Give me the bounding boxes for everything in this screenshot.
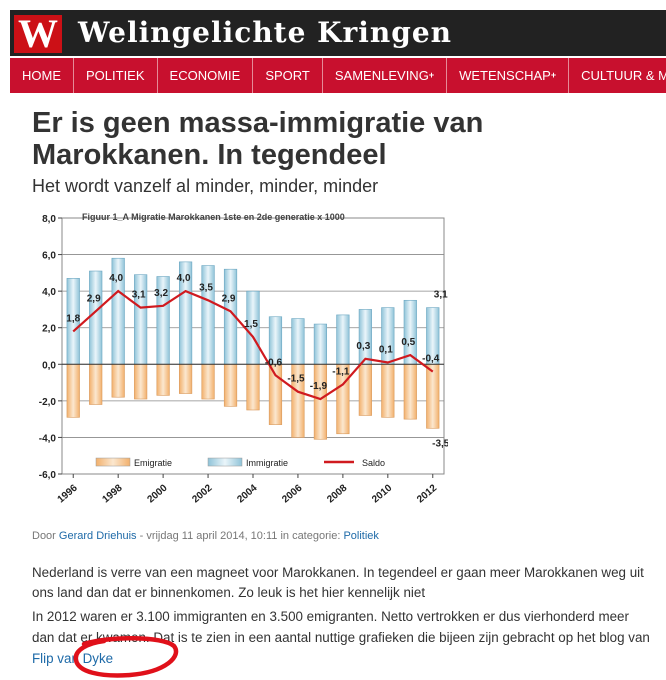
legend-immigratie-swatch <box>207 457 243 467</box>
y-tick-label: -4,0 <box>39 433 57 444</box>
saldo-data-label: 4,0 <box>177 273 191 284</box>
emigration-data-label: -3,5 <box>432 438 448 449</box>
article-byline: Door Gerard Driehuis - vrijdag 11 april … <box>32 530 379 542</box>
nav-item-label: ECONOMIE <box>169 68 241 83</box>
paragraph-2-text: In 2012 waren er 3.100 immigranten en 3.… <box>32 609 650 645</box>
author-link[interactable]: Gerard Driehuis <box>58 530 137 542</box>
saldo-data-label: 1,5 <box>244 319 258 330</box>
y-tick-label: 2,0 <box>42 324 56 335</box>
x-tick-label: 2012 <box>415 482 439 505</box>
nav-item-label: SPORT <box>265 68 310 83</box>
saldo-data-label: -0,4 <box>422 354 440 365</box>
legend-emigratie-label: Emigratie <box>134 458 172 468</box>
emigration-bar <box>66 363 80 418</box>
immigration-bar <box>201 265 215 365</box>
emigration-bar <box>403 363 417 420</box>
nav-item-label: POLITIEK <box>86 68 145 83</box>
site-logo[interactable]: W <box>14 14 62 54</box>
article-title: Er is geen massa-immigratie van Marokkan… <box>32 107 484 171</box>
immigration-data-label: 3,1 <box>434 290 448 301</box>
article-paragraph-2: In 2012 waren er 3.100 immigranten en 3.… <box>32 606 652 669</box>
emigration-bar <box>134 363 148 400</box>
nav-item-wetenschap[interactable]: WETENSCHAP+ <box>447 58 570 93</box>
emigration-bar <box>381 363 395 418</box>
x-tick-label: 2008 <box>325 482 349 505</box>
immigration-bar <box>89 270 103 365</box>
nav-item-politiek[interactable]: POLITIEK <box>74 58 158 93</box>
y-tick-label: 4,0 <box>42 287 56 298</box>
emigration-bar <box>358 363 372 416</box>
chart-title: Figuur 1_A Migratie Marokkanen 1ste en 2… <box>82 212 345 222</box>
nav-item-label: HOME <box>22 68 61 83</box>
source-blog-link[interactable]: Flip van Dyke <box>32 651 114 666</box>
migration-chart: 8,0 6,0 4,0 2,0 0,0 -2,0 -4,0 -6,0 Figuur 1_A Mi… <box>39 212 448 505</box>
saldo-data-label: 3,2 <box>154 288 168 299</box>
immigration-bar <box>313 323 328 365</box>
emigration-bar <box>313 363 328 440</box>
red-circle-annotation <box>73 636 179 678</box>
emigration-bar <box>201 363 215 400</box>
saldo-data-label: 1,8 <box>66 313 80 324</box>
immigration-bar <box>358 309 372 365</box>
saldo-data-label: 3,1 <box>132 290 146 301</box>
saldo-data-label: -1,1 <box>332 366 350 377</box>
y-tick-label: 8,0 <box>42 214 56 225</box>
x-tick-label: 1996 <box>56 482 80 505</box>
byline-date: - vrijdag 11 april 2014, 10:11 in catego… <box>136 530 344 542</box>
x-tick-label: 2002 <box>190 482 214 505</box>
x-tick-label: 2006 <box>280 482 304 505</box>
x-tick-label: 1998 <box>101 482 125 505</box>
nav-item-cultuur-me[interactable]: CULTUUR & ME <box>569 58 666 93</box>
nav-item-label: WETENSCHAP <box>459 68 551 83</box>
nav-item-label: SAMENLEVING <box>334 68 429 83</box>
y-tick-label: -2,0 <box>39 397 57 408</box>
immigration-bar <box>291 318 305 365</box>
x-tick-label: 2010 <box>370 482 394 505</box>
article-subtitle: Het wordt vanzelf al minder, minder, min… <box>32 176 379 196</box>
saldo-data-label: -0,6 <box>265 357 283 368</box>
nav-item-home[interactable]: HOME <box>10 58 74 93</box>
saldo-data-label: -1,5 <box>287 374 305 385</box>
site-name[interactable]: Welingelichte Kringen <box>78 16 453 49</box>
y-tick-label: 6,0 <box>42 251 56 262</box>
y-tick-label: -6,0 <box>39 470 57 481</box>
byline-prefix: Door <box>32 530 59 542</box>
saldo-data-label: 0,1 <box>379 344 393 355</box>
y-tick-label: 0,0 <box>42 360 56 371</box>
saldo-data-label: 2,9 <box>87 293 101 304</box>
x-tick-label: 2000 <box>145 482 169 505</box>
immigration-bar <box>381 307 395 365</box>
emigration-bar <box>89 363 103 405</box>
emigration-bar <box>178 363 193 394</box>
saldo-data-label: 2,9 <box>222 293 236 304</box>
x-tick-label: 2004 <box>235 482 259 505</box>
saldo-data-label: 4,0 <box>109 273 123 284</box>
emigration-bar <box>246 363 260 411</box>
site-header: W Welingelichte Kringen <box>10 10 666 56</box>
emigration-bar <box>111 363 125 398</box>
main-nav: HOME POLITIEK ECONOMIE SPORT SAMENLEVING+ WET… <box>10 58 666 93</box>
immigration-bar <box>134 274 148 365</box>
immigration-bar <box>336 314 350 365</box>
emigration-bar <box>223 363 238 407</box>
saldo-line <box>72 289 434 401</box>
nav-item-samenleving[interactable]: SAMENLEVING+ <box>323 58 448 93</box>
saldo-data-label: 0,3 <box>356 341 370 352</box>
legend-emigratie-swatch <box>95 457 131 467</box>
article-paragraph-1: Nederland is verre van een magneet voor … <box>32 565 644 600</box>
legend-immigratie-label: Immigratie <box>246 458 288 468</box>
legend-saldo-label: Saldo <box>362 458 385 468</box>
category-link[interactable]: Politiek <box>343 530 379 542</box>
nav-item-sport[interactable]: SPORT <box>253 58 323 93</box>
emigration-bar <box>426 363 440 429</box>
nav-item-economie[interactable]: ECONOMIE <box>158 58 254 93</box>
emigration-bar <box>156 363 170 396</box>
submenu-plus-icon: + <box>550 70 557 80</box>
saldo-data-label: -1,9 <box>310 381 328 392</box>
nav-item-label: CULTUUR & ME <box>581 68 666 83</box>
saldo-data-label: 0,5 <box>401 337 415 348</box>
saldo-data-label: 3,5 <box>199 282 213 293</box>
submenu-plus-icon: + <box>428 70 435 80</box>
